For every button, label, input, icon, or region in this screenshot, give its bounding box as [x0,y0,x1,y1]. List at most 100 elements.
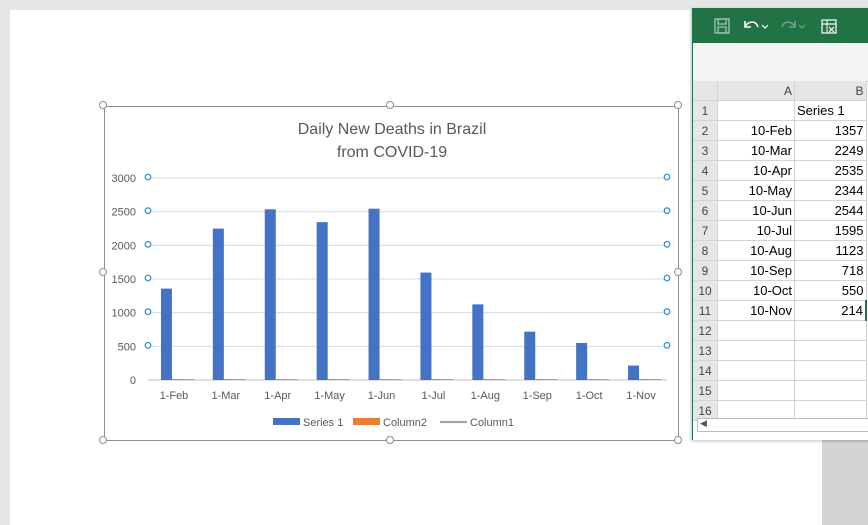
bar-series-1[interactable] [264,209,276,380]
cell-a[interactable] [717,380,795,401]
plot-area-handle[interactable] [663,240,671,248]
cell-a[interactable]: 10-Feb [717,120,795,141]
cell-b[interactable] [794,320,867,341]
plot-area-handle[interactable] [663,274,671,282]
plot-area-handle[interactable] [144,274,152,282]
row-header[interactable]: 3 [693,140,718,161]
cell-a[interactable]: 10-Jun [717,200,795,221]
cell-b[interactable]: 550 [794,280,867,301]
cell-b[interactable]: 2535 [794,160,867,181]
plot-area-handle[interactable] [144,173,152,181]
chart-object[interactable]: 0 500 1000 1500 2000 2500 3000 1-Feb 1-Mar 1-Apr… [104,106,679,441]
row-header[interactable]: 1 [693,100,718,121]
cell-a[interactable] [717,360,795,381]
row-header[interactable]: 10 [693,280,718,301]
plot-area-handle[interactable] [144,308,152,316]
cell-b[interactable]: 1123 [794,240,867,261]
bar-series-1[interactable] [420,272,432,380]
cell-a[interactable]: 10-May [717,180,795,201]
row-header[interactable]: 6 [693,200,718,221]
plot-area-handle[interactable] [144,240,152,248]
legend-label: Column2 [383,417,427,429]
row-header[interactable]: 12 [693,320,718,341]
cell-a[interactable] [717,340,795,361]
cell-b[interactable]: 214 [794,300,867,321]
row-header[interactable]: 2 [693,120,718,141]
legend-swatch [353,418,380,425]
cell-b[interactable]: 2544 [794,200,867,221]
cell-a[interactable]: 10-Mar [717,140,795,161]
bar-series-1[interactable] [524,331,536,380]
column-header-b[interactable]: B [794,81,867,101]
cell-a[interactable]: 10-Nov [717,300,795,321]
row-header[interactable]: 5 [693,180,718,201]
bar-series-1[interactable] [628,365,640,380]
cell-b[interactable]: 2249 [794,140,867,161]
bar-series-1[interactable] [160,288,172,380]
bar-column2 [431,379,443,380]
cell-b[interactable]: 718 [794,260,867,281]
cell-a[interactable]: 10-Aug [717,240,795,261]
legend-swatch [273,418,300,425]
resize-handle-top-center[interactable] [386,101,394,109]
plot-area-handle[interactable] [663,308,671,316]
cell-b[interactable] [794,340,867,361]
bar-series-1[interactable] [316,222,328,380]
row-header[interactable]: 15 [693,380,718,401]
save-icon[interactable] [713,17,731,35]
bar-series-1[interactable] [472,304,484,380]
x-tick-label: 1-Mar [211,390,240,402]
resize-handle-bottom-center[interactable] [386,436,394,444]
plot-area-handle[interactable] [144,341,152,349]
resize-handle-bottom-right[interactable] [674,436,682,444]
bar-column1 [286,379,298,380]
cell-b[interactable] [794,360,867,381]
resize-handle-middle-left[interactable] [99,268,107,276]
bar-column1 [338,379,350,380]
scroll-left-icon[interactable]: ◀ [700,418,707,428]
bar-series-1[interactable] [212,228,224,380]
row-header[interactable]: 7 [693,220,718,241]
y-tick-label: 1500 [112,274,136,286]
cell-a[interactable]: 10-Apr [717,160,795,181]
resize-handle-middle-right[interactable] [674,268,682,276]
bar-column1 [546,379,558,380]
edit-data-icon[interactable] [820,17,838,35]
row-header[interactable]: 8 [693,240,718,261]
legend: Series 1 Column2 Column1 [273,417,514,429]
cell-b[interactable]: 1595 [794,220,867,241]
y-tick-labels: 0 500 1000 1500 2000 2500 3000 [112,173,136,387]
column-header-a[interactable]: A [717,81,795,101]
cell-a[interactable]: 10-Sep [717,260,795,281]
resize-handle-top-right[interactable] [674,101,682,109]
horizontal-scrollbar[interactable]: ◀ [697,418,868,432]
undo-icon[interactable] [741,17,769,35]
cell-a[interactable]: 10-Jul [717,220,795,241]
cell-a[interactable] [717,320,795,341]
row-header[interactable]: 14 [693,360,718,381]
bar-column2 [483,379,495,380]
plot-area-handle[interactable] [144,207,152,215]
plot-area-handle[interactable] [663,207,671,215]
resize-handle-top-left[interactable] [99,101,107,109]
row-header[interactable]: 11 [693,300,718,321]
cell-b[interactable] [794,380,867,401]
plot-area-handle[interactable] [663,173,671,181]
chart-data-titlebar [693,8,868,43]
bar-column2 [587,379,599,380]
redo-icon[interactable] [779,17,807,35]
select-all-corner[interactable] [693,81,718,101]
row-header[interactable]: 13 [693,340,718,361]
bar-series-1[interactable] [368,208,380,380]
cell-b[interactable]: 1357 [794,120,867,141]
resize-handle-bottom-left[interactable] [99,436,107,444]
plot-area-handle[interactable] [663,341,671,349]
cell-b[interactable]: 2344 [794,180,867,201]
bar-series-1[interactable] [576,342,588,380]
cell-b1[interactable]: Series 1 [794,100,867,121]
cell-a[interactable]: 10-Oct [717,280,795,301]
cell-a1[interactable] [717,100,795,121]
row-header[interactable]: 9 [693,260,718,281]
bar-column2 [275,379,287,380]
row-header[interactable]: 4 [693,160,718,181]
